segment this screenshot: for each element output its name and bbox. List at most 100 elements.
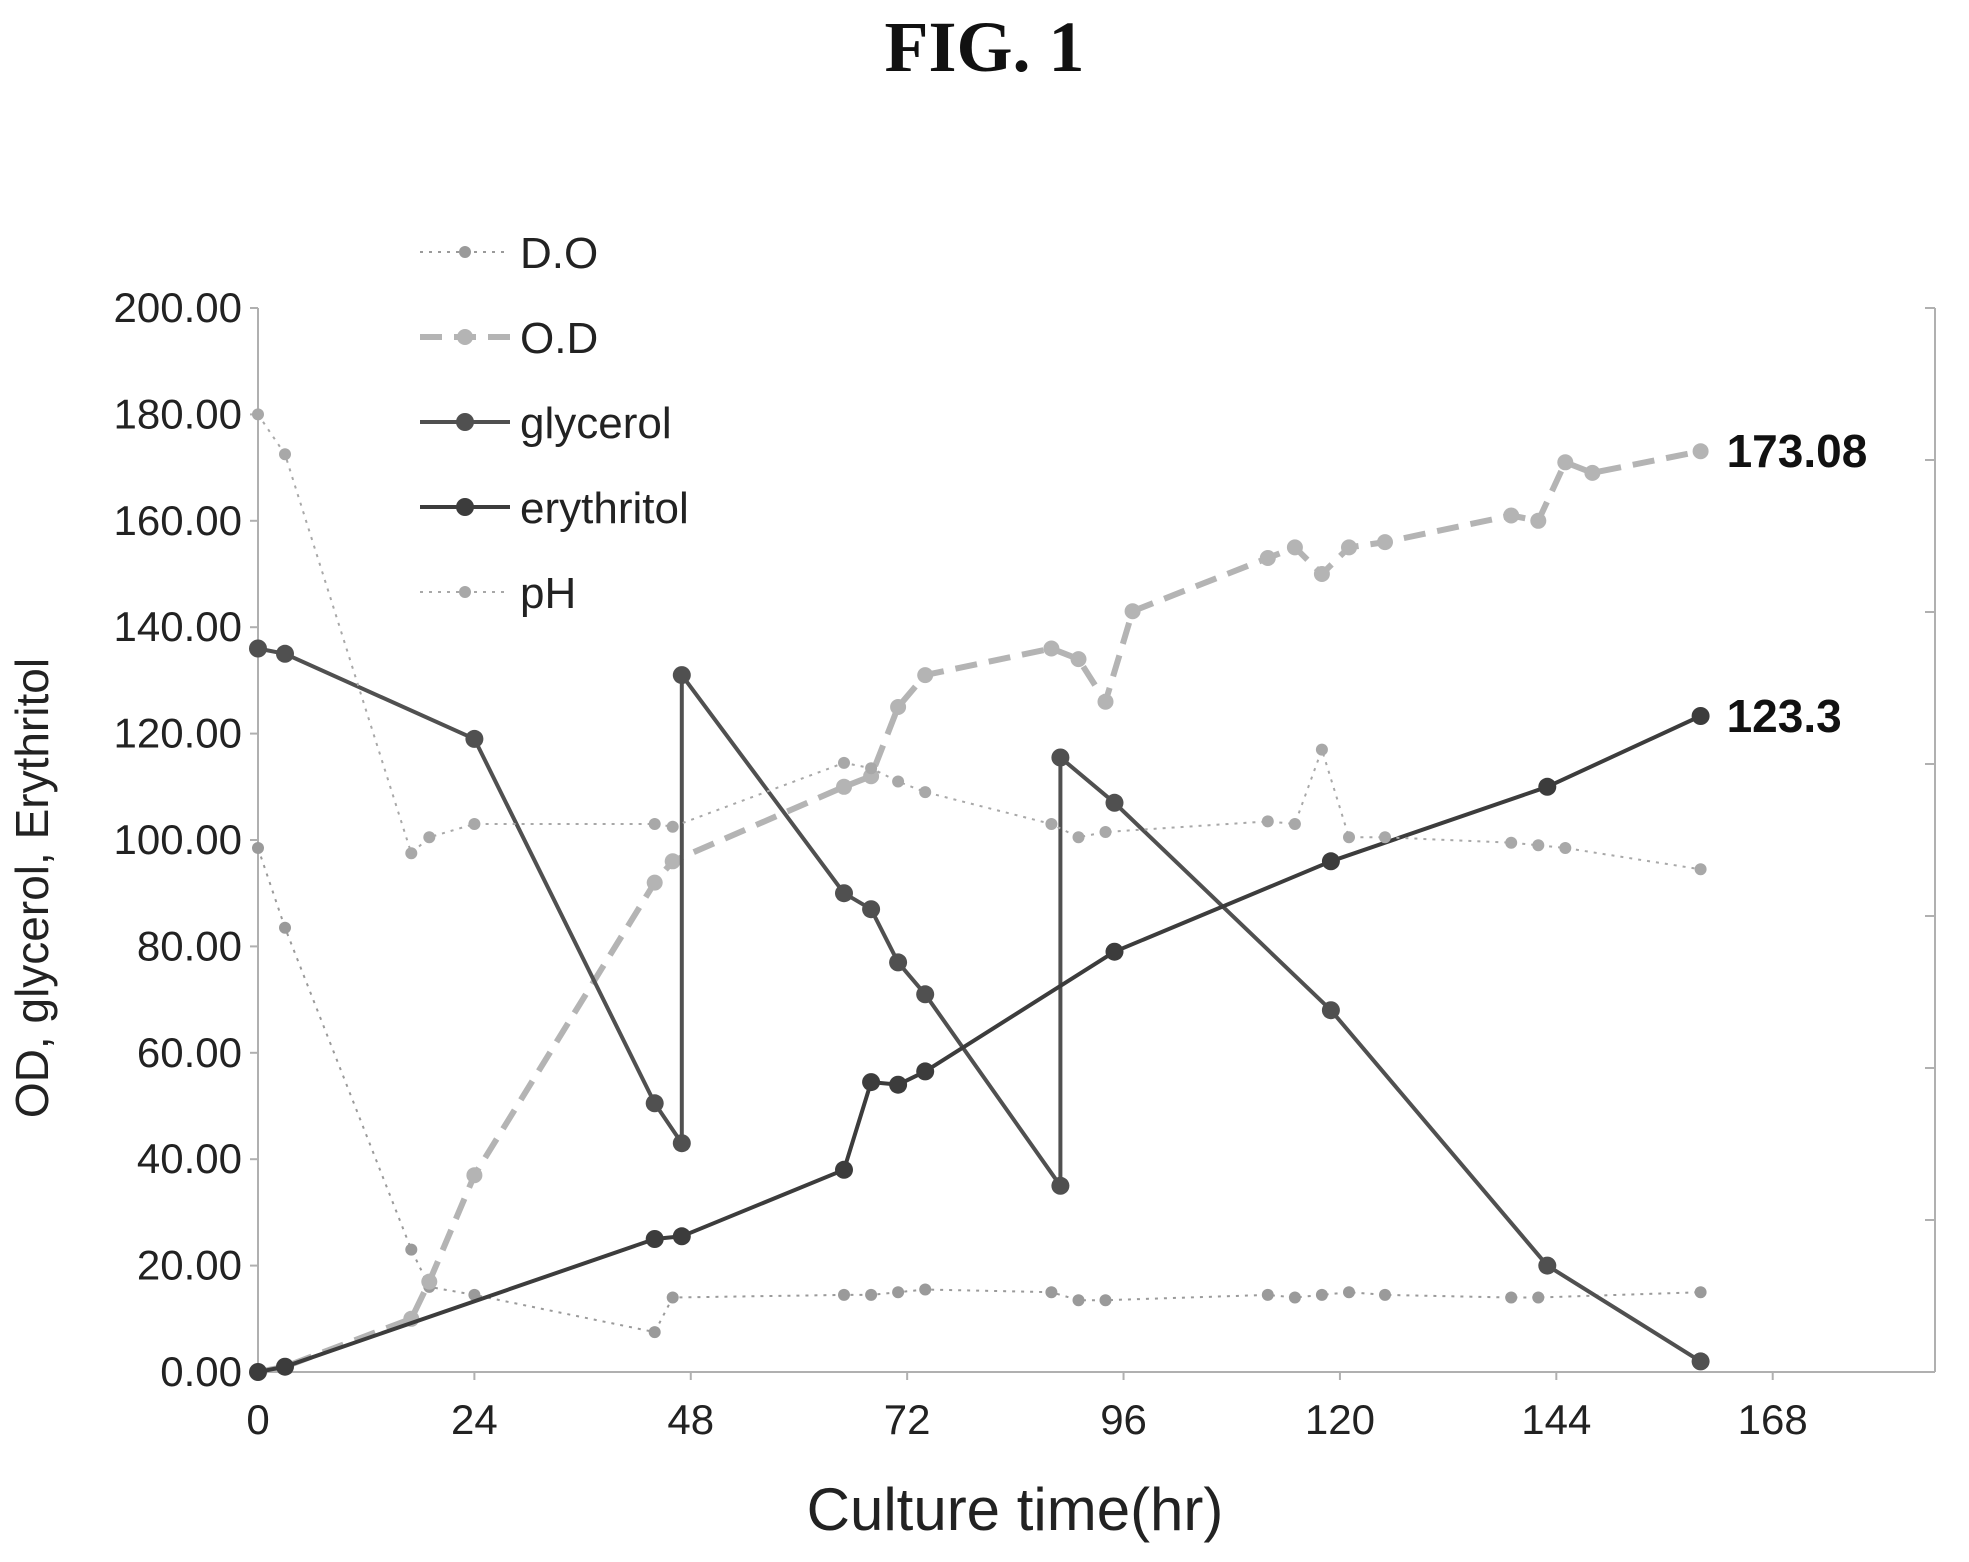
data-point-glycerol	[1321, 1001, 1340, 1020]
data-point-o-d	[1341, 539, 1357, 556]
data-point-d-o	[892, 1286, 905, 1299]
y-tick-label: 40.00	[137, 1135, 242, 1182]
series-line-glycerol	[257, 646, 1702, 1364]
data-point-o-d	[1124, 603, 1141, 620]
data-point-o-d	[1070, 651, 1087, 668]
legend-item-glycerol: glycerol	[420, 399, 672, 448]
data-point-erythritol	[1321, 852, 1340, 871]
data-point-erythritol	[672, 1227, 691, 1246]
data-point-glycerol	[276, 644, 294, 663]
data-point-ph	[1099, 826, 1112, 838]
data-point-ph	[423, 831, 436, 844]
data-point-erythritol	[1691, 707, 1710, 725]
series-o-d	[250, 443, 1709, 1380]
y-tick-label: 180.00	[114, 390, 242, 437]
data-point-o-d	[664, 853, 681, 870]
data-point-ph	[279, 448, 291, 461]
data-point-o-d	[1377, 534, 1393, 551]
data-point-ph	[838, 756, 850, 769]
data-point-o-d	[1313, 566, 1330, 582]
data-point-ph	[1315, 743, 1328, 756]
data-point-o-d	[836, 778, 852, 795]
legend-swatch-marker	[457, 329, 473, 345]
data-point-erythritol	[1105, 942, 1124, 961]
y-tick-label: 100.00	[114, 816, 242, 863]
value-annotation: 123.3	[1727, 690, 1842, 742]
x-tick-label: 24	[451, 1396, 498, 1443]
y-tick-label: 80.00	[137, 922, 242, 969]
data-point-d-o	[252, 842, 264, 854]
data-point-d-o	[1315, 1288, 1328, 1301]
data-point-ph	[468, 818, 481, 830]
figure-title: FIG. 1	[884, 7, 1085, 87]
data-point-o-d	[890, 699, 907, 715]
data-point-d-o	[1045, 1286, 1058, 1299]
legend-item-d-o: D.O	[420, 229, 598, 278]
data-point-d-o	[1343, 1286, 1355, 1299]
legend-label: pH	[520, 569, 576, 618]
series-line-ph	[257, 413, 1701, 871]
data-point-d-o	[648, 1326, 661, 1339]
data-point-d-o	[666, 1291, 679, 1304]
data-point-ph	[252, 408, 264, 421]
data-point-o-d	[466, 1167, 483, 1184]
y-tick-label: 0.00	[160, 1348, 242, 1395]
data-point-glycerol	[862, 900, 881, 919]
data-point-glycerol	[1051, 748, 1070, 767]
data-point-erythritol	[916, 1062, 935, 1081]
x-tick-label: 144	[1521, 1396, 1591, 1443]
y-tick-label: 120.00	[114, 710, 242, 757]
legend-item-o-d: O.D	[420, 314, 598, 363]
axes	[250, 307, 1936, 1380]
data-point-d-o	[1379, 1288, 1391, 1301]
data-point-d-o	[468, 1288, 481, 1301]
data-point-ph	[405, 847, 418, 860]
data-point-d-o	[1532, 1291, 1545, 1304]
legend-label: O.D	[520, 314, 598, 363]
data-point-ph	[919, 786, 932, 799]
series-line-o-d	[257, 448, 1702, 1375]
data-point-o-d	[1557, 454, 1574, 471]
data-point-glycerol	[1051, 1176, 1070, 1195]
data-point-erythritol	[276, 1357, 294, 1376]
data-point-glycerol	[249, 639, 267, 658]
y-tick-label: 20.00	[137, 1242, 242, 1289]
data-point-ph	[1379, 831, 1391, 844]
data-point-erythritol	[835, 1160, 853, 1179]
legend-swatch-marker	[459, 246, 471, 258]
data-point-glycerol	[1691, 1352, 1710, 1371]
data-point-o-d	[1286, 539, 1303, 556]
data-point-d-o	[838, 1288, 850, 1301]
y-tick-label: 60.00	[137, 1029, 242, 1076]
x-tick-label: 168	[1738, 1396, 1808, 1443]
data-point-ph	[1045, 818, 1058, 830]
x-axis-label: Culture time(hr)	[807, 1476, 1224, 1543]
data-point-ph	[1559, 842, 1572, 854]
x-tick-labels: 0 24 48 72 96 120 144 168	[246, 1396, 1807, 1443]
data-point-glycerol	[672, 1134, 691, 1153]
data-point-erythritol	[1538, 777, 1557, 796]
data-point-d-o	[1288, 1291, 1301, 1304]
y-tick-label: 200.00	[114, 284, 242, 331]
legend-label: erythritol	[520, 484, 689, 533]
data-point-o-d	[421, 1273, 438, 1290]
series-erythritol	[249, 707, 1710, 1381]
data-point-o-d	[1503, 507, 1520, 524]
data-point-ph	[666, 820, 679, 833]
series-d-o	[252, 842, 1707, 1339]
data-point-o-d	[917, 667, 934, 684]
data-point-d-o	[1694, 1286, 1707, 1299]
data-point-d-o	[279, 921, 291, 934]
legend-label: D.O	[520, 229, 598, 278]
data-point-d-o	[1099, 1294, 1112, 1307]
legend-swatch-marker	[456, 413, 474, 431]
series-line-erythritol	[257, 714, 1702, 1374]
data-point-ph	[1072, 831, 1085, 844]
x-tick-label: 0	[246, 1396, 269, 1443]
data-point-glycerol	[645, 1094, 664, 1113]
data-point-ph	[892, 775, 905, 788]
legend-label: glycerol	[520, 399, 672, 448]
annotations: 173.08 123.3	[1727, 425, 1868, 742]
data-point-o-d	[1692, 443, 1709, 460]
